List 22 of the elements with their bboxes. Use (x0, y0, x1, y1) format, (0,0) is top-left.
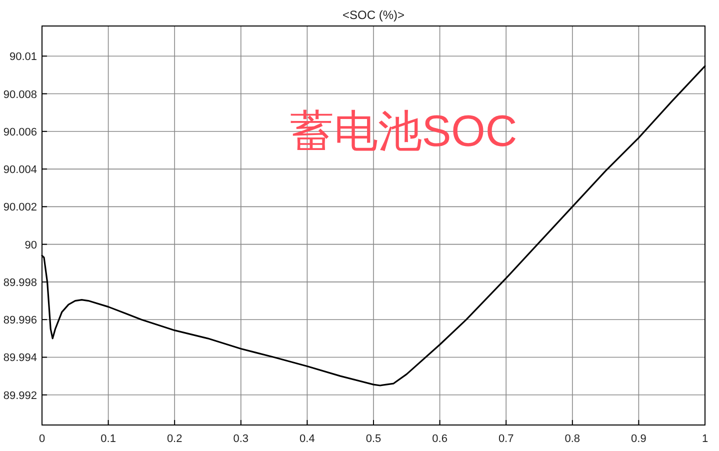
y-tick-label: 90.002 (3, 202, 37, 214)
x-tick-label: 0.7 (498, 433, 514, 445)
x-tick-label: 0 (38, 433, 46, 445)
y-tick-label: 89.994 (3, 352, 37, 364)
x-tick-label: 0.1 (100, 433, 116, 445)
x-tick-label: 1 (702, 433, 708, 445)
x-tick-label: 0.8 (564, 433, 580, 445)
x-tick-label: 0.5 (366, 433, 382, 445)
y-tick-label: 89.996 (3, 314, 37, 327)
chart-title: <SOC (%)> (342, 8, 405, 22)
x-tick-label: 0.2 (166, 433, 182, 445)
y-tick-label: 89.998 (3, 276, 37, 289)
x-tick-label: 0.6 (432, 433, 448, 445)
y-tick-label: 90.008 (3, 88, 37, 101)
x-tick-label: 0.4 (300, 433, 315, 445)
y-tick-label: 89.992 (3, 390, 37, 402)
x-tick-label: 0.3 (233, 433, 249, 445)
y-tick-label: 90.004 (3, 164, 37, 176)
y-tick-label: 90.006 (3, 126, 37, 138)
y-tick-label: 90.01 (9, 51, 37, 64)
x-tick-label: 0.9 (631, 433, 646, 445)
y-tick-label: 90 (24, 239, 37, 252)
